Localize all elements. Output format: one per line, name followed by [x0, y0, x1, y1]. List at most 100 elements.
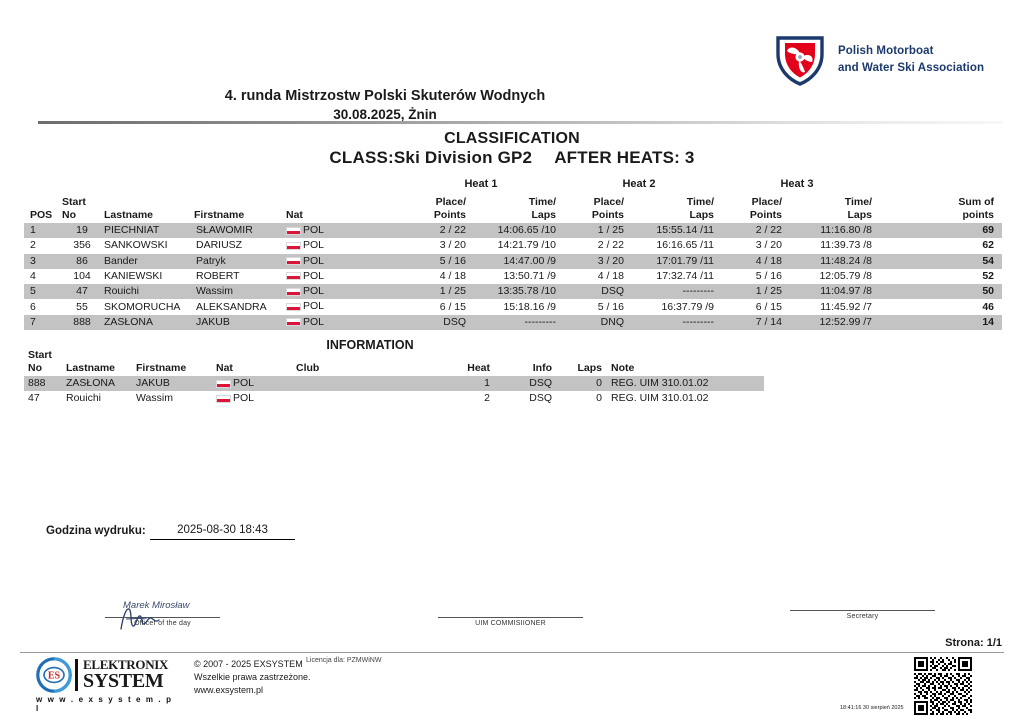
- result-lastname: SKOMORUCHA: [104, 300, 181, 313]
- nat-code: POL: [303, 300, 325, 313]
- heat-group-2: Heat 2: [622, 178, 656, 190]
- info-col-club: Club: [296, 361, 320, 374]
- result-h3-time: 11:45.92 /7: [820, 300, 872, 313]
- heat-group-3: Heat 3: [780, 178, 814, 190]
- information-title: INFORMATION: [326, 338, 414, 352]
- signature-caption-officer: Officer of the day: [134, 620, 191, 627]
- signature-name-officer: Marek Mirosław: [123, 600, 190, 611]
- col-h2-place: Place/ Points: [591, 196, 624, 221]
- result-h3-place: 7 / 14: [755, 315, 782, 328]
- col-h3-place: Place/ Points: [749, 196, 782, 221]
- result-h2-time: ---------: [682, 285, 714, 298]
- col-firstname: Firstname: [194, 208, 245, 221]
- result-h3-place: 1 / 25: [755, 285, 782, 298]
- header-divider: [38, 121, 1003, 124]
- result-pos: 5: [30, 285, 36, 298]
- result-h2-time: 17:32.74 /11: [656, 269, 714, 282]
- info-start-no: 888: [28, 377, 46, 390]
- result-sum-of-points: 50: [982, 285, 994, 298]
- result-h3-place: 4 / 18: [755, 254, 782, 267]
- report-subheading: CLASS:Ski Division GP2 AFTER HEATS: 3: [0, 148, 1024, 168]
- result-start-no: 888: [73, 315, 91, 328]
- after-heats-label: AFTER HEATS: 3: [554, 148, 695, 167]
- result-nat: POL: [284, 315, 402, 330]
- result-nat: POL: [284, 223, 402, 238]
- result-h2-place: DSQ: [601, 285, 624, 298]
- copyright-line: © 2007 - 2025 EXSYSTEM: [194, 659, 303, 669]
- result-sum-of-points: 14: [982, 315, 994, 328]
- elektronix-system-logo-icon: ES: [36, 657, 72, 693]
- info-nat: POL: [216, 376, 278, 391]
- organization-name-line1: Polish Motorboat: [838, 45, 934, 58]
- result-pos: 2: [30, 239, 36, 252]
- result-h3-time: 11:39.73 /8: [820, 239, 872, 252]
- result-lastname: ZASŁONA: [104, 315, 154, 328]
- information-table-row: 888 ZASŁONA JAKUB POL 1 DSQ 0 REG. UIM 310.01.0…: [24, 376, 764, 392]
- results-header-row: POS Start No Lastname Firstname Nat Plac…: [24, 191, 1002, 223]
- result-sum-of-points: 62: [982, 239, 994, 252]
- col-h1-place: Place/ Points: [433, 196, 466, 221]
- poland-flag-icon: [216, 379, 231, 388]
- info-col-heat: Heat: [467, 361, 490, 374]
- result-h1-time: 14:21.79 /10: [497, 239, 556, 252]
- event-title: 4. runda Mistrzostw Polski Skuterów Wodn…: [0, 87, 770, 124]
- result-firstname: Patryk: [196, 254, 226, 267]
- result-lastname: PIECHNIAT: [104, 224, 160, 237]
- info-heat: 1: [484, 377, 490, 390]
- print-time-label: Godzina wydruku:: [46, 525, 146, 537]
- result-h2-place: 5 / 16: [597, 300, 624, 313]
- nat-code: POL: [303, 285, 325, 298]
- poland-flag-icon: [286, 241, 301, 250]
- results-table-row: 2 356 SANKOWSKI DARIUSZ POL 3 / 20 14:21.79 /1…: [24, 238, 1002, 253]
- info-col-firstname: Firstname: [136, 361, 187, 374]
- result-firstname: ALEKSANDRA: [196, 300, 267, 313]
- vendor-name-line1: ELEKTRONIX: [83, 657, 169, 673]
- result-nat: POL: [284, 284, 402, 299]
- results-table-row: 3 86 Bander Patryk POL 5 / 16 14:47.00 /9 3 / 2…: [24, 253, 1002, 269]
- results-heat-group-row: Heat 1 Heat 2 Heat 3: [24, 176, 1002, 191]
- signature-line: [438, 617, 583, 618]
- event-name: 4. runda Mistrzostw Polski Skuterów Wodn…: [224, 88, 546, 104]
- result-lastname: Bander: [104, 254, 138, 267]
- logo-divider-bar: [75, 659, 78, 691]
- result-firstname: ROBERT: [196, 269, 240, 282]
- footer-timestamp: 18:41:16 30 sierpień 2025: [840, 705, 904, 711]
- page-number: Strona: 1/1: [945, 637, 1002, 649]
- col-start-no: Start No: [62, 196, 86, 221]
- result-nat: POL: [284, 269, 402, 284]
- info-col-start-no: Start No: [28, 349, 52, 374]
- report-heading: CLASSIFICATION: [444, 130, 580, 147]
- organization-name: Polish Motorboat and Water Ski Associati…: [838, 43, 984, 76]
- website-line: www.exsystem.pl: [194, 685, 264, 696]
- result-firstname: SŁAWOMIR: [196, 224, 253, 237]
- signature-line: [790, 610, 935, 611]
- info-firstname: Wassim: [136, 392, 173, 405]
- license-info: Licencja dla: PZMWiNW: [306, 657, 382, 664]
- result-h3-time: 12:52.99 /7: [819, 315, 872, 328]
- qr-code-icon: [914, 657, 972, 715]
- result-firstname: DARIUSZ: [196, 239, 243, 252]
- information-table-row: 47 Rouichi Wassim POL 2 DSQ 0 REG. UIM 310.01.0…: [24, 391, 764, 406]
- result-h1-place: 5 / 16: [439, 254, 466, 267]
- result-h2-place: 2 / 22: [597, 239, 624, 252]
- vendor-logo: ES ELEKTRONIX SYSTEM w w w . e x s y s t…: [36, 657, 176, 713]
- result-h2-place: 1 / 25: [597, 224, 624, 237]
- info-note: REG. UIM 310.01.02: [611, 377, 709, 390]
- results-table-row: 6 55 SKOMORUCHA ALEKSANDRA POL 6 / 15 15:18.16…: [24, 299, 1002, 314]
- result-h3-time: 11:48.24 /8: [820, 254, 872, 267]
- result-start-no: 104: [73, 269, 91, 282]
- info-start-no: 47: [28, 392, 40, 405]
- pzmwinw-shield-propeller-logo-icon: [772, 32, 828, 88]
- poland-flag-icon: [216, 394, 231, 403]
- result-h1-time: 13:50.71 /9: [503, 269, 556, 282]
- result-h1-time: 15:18.16 /9: [503, 300, 556, 313]
- nat-code: POL: [233, 392, 255, 405]
- info-heat: 2: [484, 392, 490, 405]
- result-sum-of-points: 46: [982, 300, 994, 313]
- result-pos: 6: [30, 300, 36, 313]
- result-h3-place: 3 / 20: [755, 239, 782, 252]
- result-h3-time: 11:16.80 /8: [820, 224, 872, 237]
- nat-code: POL: [303, 224, 325, 236]
- poland-flag-icon: [286, 318, 301, 327]
